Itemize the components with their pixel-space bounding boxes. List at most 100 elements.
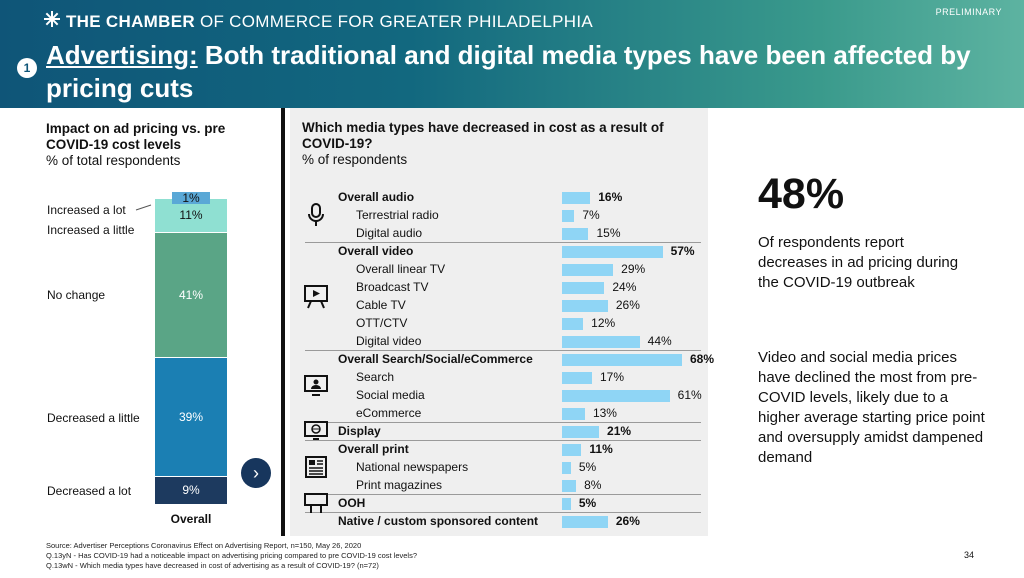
video-screen-icon (303, 283, 329, 309)
media-types-panel (290, 108, 708, 536)
bar (562, 336, 640, 348)
bar (562, 480, 577, 492)
data-label: 44% (647, 334, 672, 348)
web-display-icon (303, 418, 329, 444)
question-note-2: Q.13wN - Which media types have decrease… (46, 561, 379, 570)
data-label: 15% (596, 226, 621, 240)
bar-label: OOH (338, 496, 366, 510)
bar-label: Native / custom sponsored content (338, 514, 539, 528)
group-separator (305, 350, 701, 351)
data-label: 12% (591, 316, 616, 330)
preliminary-label: PRELIMINARY (935, 7, 1002, 17)
data-label: 26% (615, 514, 640, 528)
data-label: 13% (592, 406, 617, 420)
data-label: 29% (621, 262, 646, 276)
panel-divider (281, 108, 285, 536)
source-note: Source: Advertiser Perceptions Coronavir… (46, 541, 362, 550)
data-label: 5% (578, 460, 597, 474)
bar-label: Cable TV (356, 298, 406, 312)
data-label: 8% (584, 478, 602, 492)
title-rest: Both traditional and digital media types… (46, 40, 971, 103)
logo-bold-text: THE CHAMBER (66, 12, 195, 31)
stack-segment: 11% (155, 199, 227, 232)
bar-label: Digital video (356, 334, 422, 348)
bar (562, 318, 584, 330)
microphone-icon (303, 202, 329, 228)
middle-chart-subtitle: % of respondents (302, 152, 408, 167)
data-label: 21% (607, 424, 632, 438)
insight-text: Video and social media prices have decli… (758, 349, 985, 466)
bar-label: National newspapers (356, 460, 469, 474)
bar (562, 192, 591, 204)
data-label: 24% (612, 280, 637, 294)
group-separator (305, 512, 701, 513)
key-stat-description: Of respondents report decreases in ad pr… (758, 234, 959, 291)
bar-label: Overall linear TV (356, 262, 446, 276)
bar (562, 264, 614, 276)
bar-label: Overall video (338, 244, 414, 258)
stack-segment: 9% (155, 477, 227, 504)
page-title: Advertising: Both traditional and digita… (46, 39, 976, 105)
bar-label: eCommerce (356, 406, 422, 420)
bar (562, 372, 592, 384)
bar (562, 426, 600, 438)
group-separator (305, 422, 701, 423)
series-label: Decreased a lot (47, 484, 132, 499)
bar-label: Terrestrial radio (356, 208, 439, 222)
header-banner: THE CHAMBER OF COMMERCE FOR GREATER PHIL… (0, 0, 1024, 108)
chamber-logo: THE CHAMBER OF COMMERCE FOR GREATER PHIL… (44, 11, 593, 32)
key-stat: 48% (758, 170, 845, 218)
stack-segment: 1% (172, 192, 210, 204)
bar-label: OTT/CTV (356, 316, 408, 330)
data-label: 61% (677, 388, 702, 402)
next-slide-button[interactable]: › (241, 458, 271, 488)
bar (562, 516, 608, 528)
bar-label: Print magazines (356, 478, 443, 492)
stack-segment: 39% (155, 358, 227, 477)
data-label: 68% (690, 352, 715, 366)
data-label: 5% (578, 496, 597, 510)
page-number: 34 (964, 550, 975, 560)
x-tick-label: Overall (170, 512, 212, 526)
bar-label: Broadcast TV (356, 280, 429, 294)
data-label: 16% (598, 190, 623, 204)
data-label: 57% (670, 244, 695, 258)
bar (562, 228, 589, 240)
section-number-badge: 1 (17, 58, 37, 78)
data-label: 17% (600, 370, 625, 384)
series-label: No change (47, 288, 106, 303)
data-label: 11% (589, 442, 613, 456)
title-lead: Advertising: (46, 40, 198, 70)
bar (562, 444, 582, 456)
bar (562, 354, 682, 366)
bar-label: Social media (356, 388, 425, 402)
bar (562, 300, 608, 312)
series-label: Increased a lot (47, 203, 126, 217)
bar (562, 498, 571, 510)
group-separator (305, 242, 701, 243)
chevron-right-icon: › (253, 463, 259, 483)
bar-label: Display (338, 424, 381, 438)
group-separator (305, 440, 701, 441)
left-chart-subtitle: % of total respondents (46, 153, 181, 168)
group-separator (305, 494, 701, 495)
question-note-1: Q.13yN - Has COVID-19 had a noticeable i… (46, 551, 418, 560)
bar (562, 246, 663, 258)
series-label: Decreased a little (47, 410, 140, 425)
bar (562, 390, 670, 402)
social-monitor-icon (303, 373, 329, 399)
data-label: 7% (582, 208, 600, 222)
chamber-star-icon (44, 11, 60, 32)
billboard-icon (303, 490, 329, 516)
bar (562, 408, 585, 420)
newspaper-icon (303, 454, 329, 480)
bar (562, 282, 605, 294)
footnotes: Source: Advertiser Perceptions Coronavir… (46, 541, 417, 571)
bar-label: Overall print (338, 442, 409, 456)
bar-label: Search (356, 370, 395, 384)
middle-chart-title: Which media types have decreased in cost… (302, 120, 664, 151)
bar (562, 462, 571, 474)
left-chart-header: Impact on ad pricing vs. pre COVID-19 co… (46, 121, 261, 169)
series-label: Increased a little (47, 223, 135, 237)
